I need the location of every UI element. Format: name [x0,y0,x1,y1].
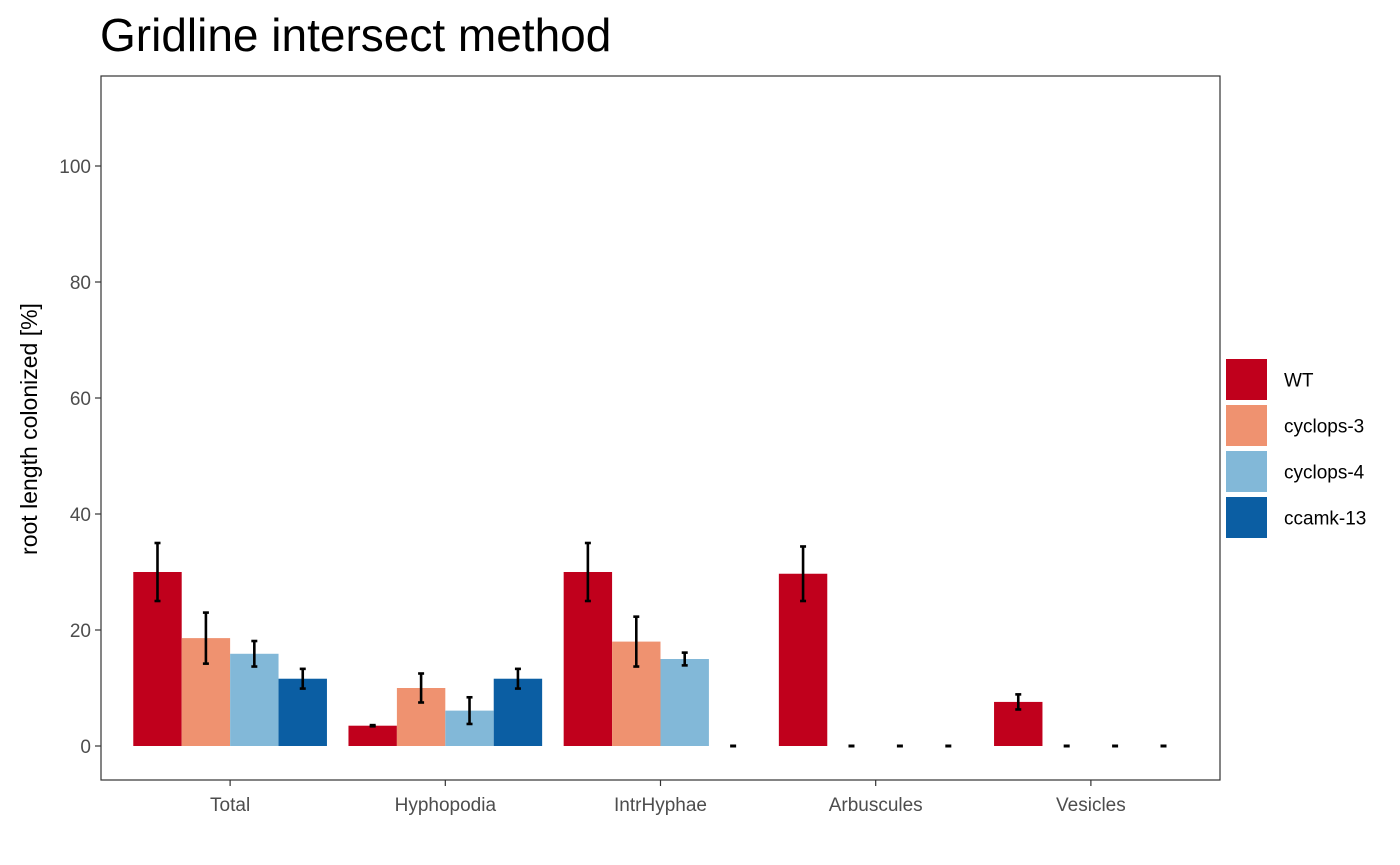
bar [278,678,327,746]
legend-label: cyclops-3 [1284,417,1364,438]
y-tick-label: 0 [80,737,91,758]
legend-key [1226,497,1267,538]
y-tick-label: 100 [59,157,91,178]
x-tick-label: IntrHyphae [614,795,707,816]
x-tick-label: Total [210,795,250,816]
y-tick-label: 40 [70,505,91,526]
legend-label: WT [1284,371,1314,392]
x-tick-label: Vesicles [1056,795,1126,816]
legend: WT cyclops-3 cyclops-4 ccamk-13 [1226,359,1366,538]
y-tick-label: 80 [70,273,91,294]
plot-area: 0 20 40 60 80 100 Total Hyphopodia IntrHyphae Arb… [59,75,1221,816]
y-tick-label: 60 [70,389,91,410]
bar [493,678,543,746]
x-tick-label: Hyphopodia [395,795,497,816]
y-tick-label: 20 [70,621,91,642]
bar [660,659,709,746]
legend-key [1226,451,1267,492]
bar [778,573,828,746]
x-tick-label: Arbuscules [829,795,923,816]
legend-label: ccamk-13 [1284,509,1366,530]
bar [348,725,397,746]
y-axis-label: root length colonized [%] [16,303,42,555]
legend-label: cyclops-4 [1284,463,1365,484]
bar [230,653,279,746]
chart-title: Gridline intersect method [100,9,611,61]
legend-key [1226,359,1267,400]
legend-key [1226,405,1267,446]
